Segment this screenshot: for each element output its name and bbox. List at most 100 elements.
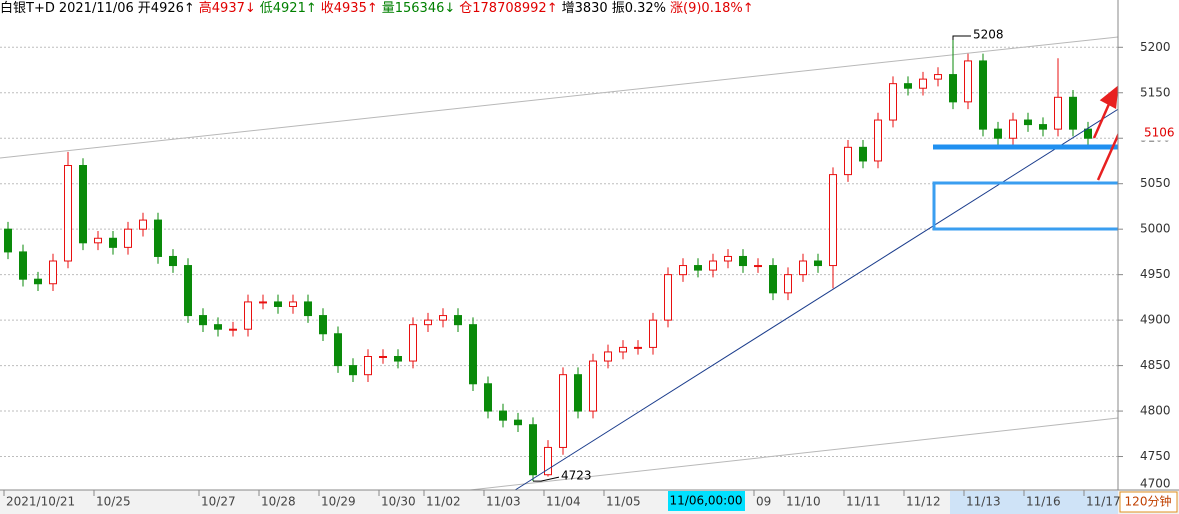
candle-body	[4, 228, 12, 253]
candle-body	[994, 128, 1002, 139]
x-tick-label: 11/03	[486, 495, 521, 509]
candle-body	[349, 365, 357, 376]
candle-body	[679, 265, 687, 276]
high-label: 5208	[973, 28, 1004, 42]
low-label: 4723	[561, 469, 592, 483]
y-tick-label: 4750	[1140, 449, 1171, 463]
x-tick-label: 2021/10/21	[6, 495, 75, 509]
candle-body	[589, 360, 597, 412]
candle-body	[394, 355, 402, 362]
y-tick-label: 5200	[1140, 40, 1171, 54]
last-price-label: 5106	[1144, 125, 1175, 139]
candle-body	[1069, 96, 1077, 130]
y-tick-label: 4950	[1140, 267, 1171, 281]
header-item: 2021/11/06	[58, 1, 134, 16]
candle-body	[409, 324, 417, 362]
x-tick-label: 10/25	[96, 495, 131, 509]
header-item: 涨(9)0.18%↑	[670, 1, 754, 16]
x-tick-label: 11/10	[786, 495, 821, 509]
x-tick-label: 11/13	[966, 495, 1001, 509]
candle-body	[844, 146, 852, 176]
candle-body	[529, 424, 537, 476]
annotations: 5208 4723 5106	[533, 28, 1175, 483]
candle-body	[964, 60, 972, 103]
candle-body	[634, 346, 642, 349]
y-tick-label: 5000	[1140, 222, 1171, 236]
candle-body	[154, 219, 162, 257]
candle-body	[214, 324, 222, 330]
candle-body	[544, 446, 552, 476]
candle-body	[1054, 96, 1062, 130]
header-item: 振0.32%	[611, 1, 667, 16]
candle-body	[799, 260, 807, 276]
candle-body	[244, 301, 252, 330]
candle-body	[664, 274, 672, 321]
candle-body	[199, 315, 207, 326]
x-tick-label: 09	[756, 495, 771, 509]
candle-body	[229, 328, 237, 331]
y-tick-label: 5150	[1140, 85, 1171, 99]
y-tick-label: 4700	[1140, 477, 1171, 491]
y-axis: 4700475048004850490049505000505051005150…	[1118, 40, 1171, 503]
candle-body	[619, 346, 627, 353]
selection-band	[950, 491, 1118, 514]
header-item: 量156346↓	[381, 1, 456, 16]
header-item: 增3830	[561, 1, 608, 16]
candle-body	[364, 355, 372, 376]
candle-body	[574, 374, 582, 412]
y-tick-label: 4800	[1140, 404, 1171, 418]
candle-body	[754, 265, 762, 268]
header-item: 收4935↑	[320, 1, 378, 16]
last-price-box	[1126, 124, 1174, 141]
candle-body	[784, 274, 792, 294]
candle-body	[424, 319, 432, 326]
candle-body	[1084, 128, 1092, 139]
candle-body	[739, 255, 747, 267]
period-label[interactable]: 120分钟	[1125, 494, 1172, 509]
candle-body	[469, 324, 477, 385]
candle-body	[499, 410, 507, 421]
header-item: 开4926↑	[137, 1, 195, 16]
header-item: 白银T+D	[0, 1, 55, 16]
header-item: 仓178708992↑	[459, 1, 558, 16]
candle-body	[649, 319, 657, 348]
candle-body	[559, 374, 567, 448]
header-item: 高4937↓	[198, 1, 256, 16]
candle-body	[439, 315, 447, 321]
candle-body	[454, 315, 462, 326]
y-tick-label: 4900	[1140, 313, 1171, 327]
candle-body	[274, 301, 282, 307]
candle-body	[949, 74, 957, 103]
candle-body	[1039, 124, 1047, 130]
header: 白银T+D 2021/11/06 开4926↑ 高4937↓ 低4921↑ 收4935↑ 量…	[0, 0, 762, 18]
candle-body	[79, 165, 87, 244]
candle-body	[814, 260, 822, 267]
candle-body	[34, 278, 42, 285]
period-box[interactable]	[1119, 491, 1178, 513]
candle-body	[874, 119, 882, 162]
x-tick-label: 11/17	[1086, 495, 1121, 509]
y-axis-area	[1118, 0, 1179, 490]
candle-body	[19, 251, 27, 280]
candle-body	[379, 355, 387, 358]
x-tick-label: 11/05	[606, 495, 641, 509]
candle-body	[1024, 119, 1032, 126]
candle-body	[724, 255, 732, 262]
candle-body	[979, 60, 987, 130]
candle-body	[184, 265, 192, 317]
x-tick-label: 11/16	[1026, 495, 1061, 509]
candle-body	[334, 333, 342, 367]
candle-body	[889, 83, 897, 121]
annotation-leader	[952, 35, 971, 41]
x-tick-label: 10/27	[201, 495, 236, 509]
candle-body	[289, 301, 297, 307]
candle-body	[709, 260, 717, 271]
x-tick-label: 11/04	[546, 495, 581, 509]
candle-body	[829, 174, 837, 267]
cursor-box	[668, 491, 745, 511]
trend-line	[511, 107, 1121, 493]
x-tick-label: 10/29	[321, 495, 356, 509]
x-axis: 2021/10/21 10/25 10/27 10/28 10/29 10/30 11/02…	[3, 490, 1121, 509]
candle-body	[124, 228, 132, 248]
